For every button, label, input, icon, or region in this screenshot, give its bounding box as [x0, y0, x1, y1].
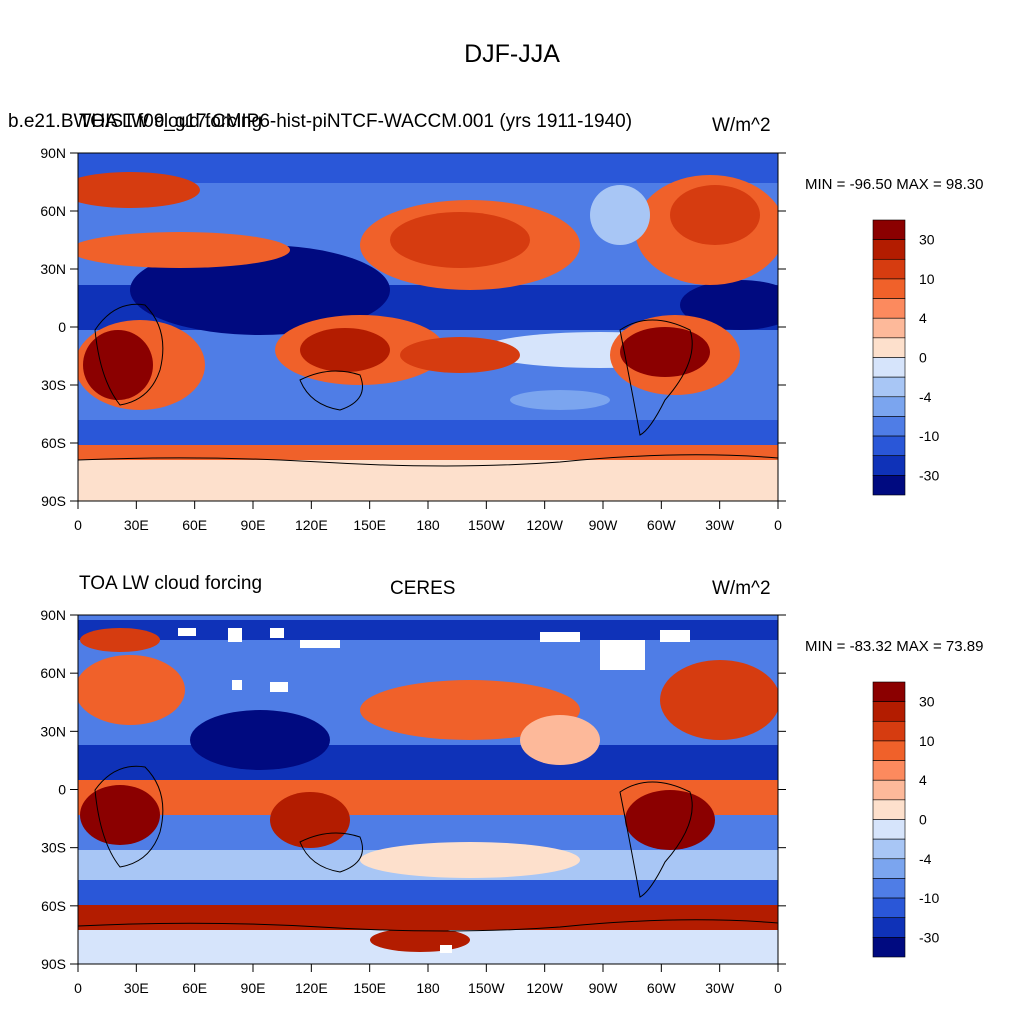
x-tick-label: 90E: [241, 517, 266, 533]
colorbar-swatch: [872, 416, 906, 437]
x-tick-label: 120W: [526, 980, 563, 996]
colorbar-swatch: [872, 701, 906, 722]
panel2-center-title: CERES: [390, 578, 456, 599]
colorbar-label: -4: [919, 389, 932, 405]
y-tick-label: 90N: [40, 607, 66, 623]
colorbar-swatch: [872, 897, 906, 919]
colorbar-swatch: [872, 376, 906, 398]
figure-title: DJF-JJA: [464, 40, 560, 68]
colorbar-swatch: [872, 779, 906, 801]
colorbar-label: 0: [919, 350, 927, 366]
x-tick-label: 120E: [295, 980, 328, 996]
colorbar-swatch: [872, 878, 906, 899]
colorbar-swatch: [872, 455, 906, 476]
panel1-units: W/m^2: [712, 115, 771, 136]
colorbar-swatch: [872, 740, 906, 761]
y-tick-label: 60S: [41, 435, 66, 451]
x-tick-label: 0: [74, 517, 82, 533]
x-tick-label: 0: [774, 517, 782, 533]
x-tick-label: 120E: [295, 517, 328, 533]
x-tick-label: 90E: [241, 980, 266, 996]
y-tick-label: 0: [58, 319, 66, 335]
x-tick-label: 60W: [647, 517, 677, 533]
colorbar-label: 10: [919, 733, 935, 749]
x-tick-label: 150W: [468, 980, 505, 996]
colorbar-swatch: [872, 258, 906, 280]
colorbar-swatch: [872, 720, 906, 742]
y-tick-label: 90S: [41, 956, 66, 972]
colorbar-label: 0: [919, 812, 927, 828]
panel2-map: [78, 615, 778, 964]
y-tick-label: 0: [58, 782, 66, 798]
panel2-minmax: MIN = -83.32 MAX = 73.89: [805, 638, 984, 655]
y-tick-label: 30N: [40, 261, 66, 277]
colorbars: 30 10 4 0 -4 -10 -30 30 10 4 0 -4 -10 -30: [872, 219, 939, 958]
colorbar-label: 4: [919, 310, 927, 326]
y-tick-label: 90N: [40, 145, 66, 161]
y-tick-label: 60S: [41, 898, 66, 914]
x-tick-label: 150W: [468, 517, 505, 533]
x-tick-label: 180: [416, 980, 440, 996]
colorbar-label: 10: [919, 271, 935, 287]
x-tick-label: 60W: [647, 980, 677, 996]
x-tick-label: 30E: [124, 980, 149, 996]
colorbar-swatch: [872, 937, 906, 958]
panel1-map: [78, 153, 778, 501]
colorbar-swatch: [872, 396, 906, 417]
y-tick-label: 30N: [40, 723, 66, 739]
panel1-minmax: MIN = -96.50 MAX = 98.30: [805, 176, 984, 193]
x-tick-label: 180: [416, 517, 440, 533]
x-tick-label: 60E: [182, 517, 207, 533]
colorbar-swatch: [872, 337, 906, 358]
x-tick-label: 90W: [589, 980, 619, 996]
colorbar-swatch: [872, 298, 906, 319]
colorbar-label: -30: [919, 467, 939, 483]
colorbar-swatch: [872, 799, 906, 820]
x-tick-label: 120W: [526, 517, 563, 533]
panel1-left-title: TOA LW cloud forcing: [79, 111, 263, 132]
colorbar-label: -10: [919, 428, 939, 444]
axis-ticks: 0 30E 60E 90E 120E 150E 180 150W 120W 90W 60W 30W 09…: [40, 145, 786, 996]
x-tick-label: 30W: [705, 980, 735, 996]
x-tick-label: 0: [774, 980, 782, 996]
colorbar-label: -30: [919, 929, 939, 945]
colorbar-swatch: [872, 278, 906, 299]
colorbar-label: 30: [919, 232, 935, 248]
y-tick-label: 90S: [41, 493, 66, 509]
colorbar-swatch: [872, 475, 906, 496]
panel2-units: W/m^2: [712, 578, 771, 599]
colorbar-swatch: [872, 435, 906, 457]
colorbar-swatch: [872, 819, 906, 840]
panel1-center-title: b.e21.BWHIST.f09_g17.CMIP6-hist-piNTCF-W…: [8, 111, 633, 132]
x-tick-label: 30W: [705, 517, 735, 533]
x-tick-label: 90W: [589, 517, 619, 533]
x-tick-label: 150E: [353, 517, 386, 533]
coastlines: [77, 303, 779, 932]
colorbar-swatch: [872, 917, 906, 938]
x-tick-label: 60E: [182, 980, 207, 996]
colorbar-swatch: [872, 239, 906, 260]
y-tick-label: 30S: [41, 377, 66, 393]
x-tick-label: 0: [74, 980, 82, 996]
x-tick-label: 30E: [124, 517, 149, 533]
colorbar-label: 30: [919, 694, 935, 710]
colorbar-swatch: [872, 219, 906, 240]
x-tick-label: 150E: [353, 980, 386, 996]
colorbar-swatch: [872, 838, 906, 860]
colorbar-label: -4: [919, 851, 932, 867]
y-tick-label: 60N: [40, 203, 66, 219]
y-tick-label: 30S: [41, 840, 66, 856]
colorbar-swatch: [872, 858, 906, 879]
panel2-left-title: TOA LW cloud forcing: [79, 573, 263, 594]
y-tick-label: 60N: [40, 665, 66, 681]
colorbar-swatch: [872, 760, 906, 781]
colorbar-label: 4: [919, 772, 927, 788]
colorbar-swatch: [872, 681, 906, 702]
colorbar-label: -10: [919, 890, 939, 906]
colorbar-swatch: [872, 317, 906, 339]
colorbar-swatch: [872, 357, 906, 378]
